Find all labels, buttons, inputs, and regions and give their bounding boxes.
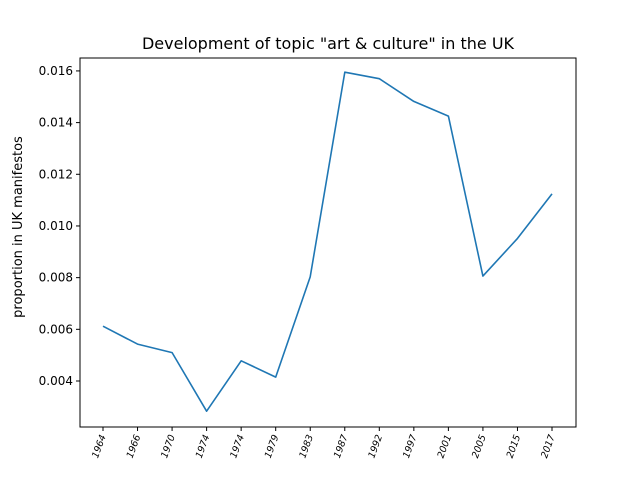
x-tick-label: 1987 bbox=[332, 433, 351, 459]
x-axis: 1964 1966 1970 1974 1974 1979 1983 1987 1992 1997… bbox=[90, 427, 558, 460]
x-tick-label: 1979 bbox=[263, 433, 282, 459]
x-tick-label: 2005 bbox=[470, 433, 489, 459]
y-tick-label: 0.004 bbox=[39, 374, 73, 388]
y-tick-label: 0.010 bbox=[39, 219, 73, 233]
y-tick-label: 0.014 bbox=[39, 116, 73, 130]
x-tick-label: 2017 bbox=[539, 433, 558, 459]
y-tick-label: 0.008 bbox=[39, 271, 73, 285]
y-tick-label: 0.012 bbox=[39, 167, 73, 181]
x-tick-label: 1974 bbox=[228, 433, 247, 459]
x-tick-label: 1992 bbox=[367, 433, 386, 459]
y-axis-label: proportion in UK manifestos bbox=[11, 136, 26, 318]
y-tick-label: 0.006 bbox=[39, 322, 73, 336]
plot-frame bbox=[79, 57, 577, 428]
x-tick-label: 1964 bbox=[90, 433, 109, 459]
x-tick-label: 1970 bbox=[159, 433, 178, 459]
series-layer bbox=[102, 71, 553, 413]
x-tick-label: 1966 bbox=[125, 433, 144, 459]
x-tick-label: 2001 bbox=[436, 433, 455, 459]
y-axis: 0.004 0.006 0.008 0.010 0.012 0.014 0.016 bbox=[39, 64, 80, 388]
x-tick-label: 1983 bbox=[297, 433, 316, 459]
x-tick-label: 2015 bbox=[505, 433, 524, 459]
x-tick-label: 1974 bbox=[194, 433, 213, 459]
y-tick-label: 0.016 bbox=[39, 64, 73, 78]
x-tick-label: 1997 bbox=[401, 433, 420, 459]
series-line-0 bbox=[102, 71, 553, 413]
chart-title: Development of topic "art & culture" in … bbox=[142, 34, 515, 53]
